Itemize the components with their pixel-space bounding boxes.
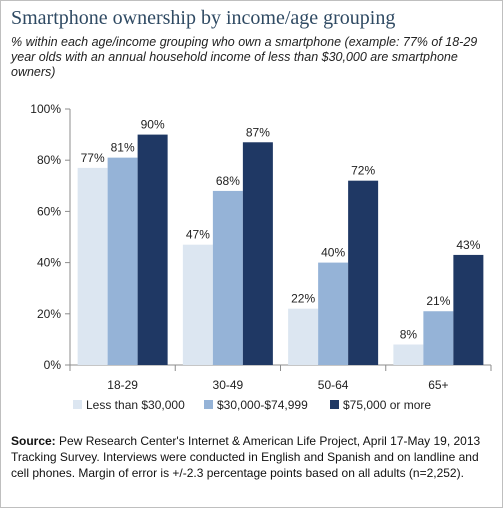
- bar: [137, 134, 168, 365]
- source-text: Pew Research Center's Internet & America…: [11, 434, 481, 480]
- data-label: 22%: [291, 292, 315, 306]
- bar: [77, 167, 108, 365]
- bar: [242, 142, 273, 365]
- legend-label: Less than $30,000: [86, 398, 185, 412]
- bar: [318, 262, 349, 365]
- data-label: 40%: [321, 246, 345, 260]
- source-note: Source: Pew Research Center's Internet &…: [11, 433, 497, 481]
- chart-subtitle: % within each age/income grouping who ow…: [11, 35, 478, 79]
- bar-chart: 0% 20% 40% 60% 80% 100% 77% 81% 90% 18-29 47% 68% 87…: [30, 102, 492, 412]
- bar: [423, 311, 454, 365]
- data-label: 8%: [400, 328, 418, 342]
- x-tick-label: 30-49: [213, 378, 244, 392]
- source-label: Source:: [11, 434, 56, 448]
- bar: [348, 180, 379, 365]
- data-label: 68%: [216, 174, 240, 188]
- x-tick-label: 65+: [428, 378, 448, 392]
- data-label: 77%: [81, 151, 105, 165]
- bar: [453, 254, 484, 365]
- data-label: 81%: [111, 141, 135, 155]
- y-tick-label: 60%: [37, 204, 61, 218]
- chart-title: Smartphone ownership by income/age group…: [11, 7, 396, 29]
- y-tick-label: 20%: [37, 307, 61, 321]
- data-label: 90%: [141, 118, 165, 132]
- y-tick-label: 40%: [37, 256, 61, 270]
- bar: [182, 244, 213, 365]
- data-label: 47%: [186, 228, 210, 242]
- data-label: 87%: [246, 125, 270, 139]
- data-label: 21%: [426, 294, 450, 308]
- bar: [288, 308, 319, 365]
- y-tick-label: 80%: [37, 153, 61, 167]
- legend-swatch: [330, 400, 339, 409]
- legend-label: $75,000 or more: [343, 398, 431, 412]
- bar: [107, 157, 138, 365]
- legend-swatch: [73, 400, 82, 409]
- legend-swatch: [204, 400, 213, 409]
- data-label: 43%: [456, 238, 480, 252]
- bar: [212, 190, 243, 365]
- data-label: 72%: [351, 164, 375, 178]
- y-tick-label: 100%: [30, 102, 61, 116]
- y-tick-label: 0%: [44, 358, 62, 372]
- legend-label: $30,000-$74,999: [217, 398, 308, 412]
- x-tick-label: 18-29: [107, 378, 138, 392]
- x-tick-label: 50-64: [318, 378, 349, 392]
- bar: [393, 344, 424, 365]
